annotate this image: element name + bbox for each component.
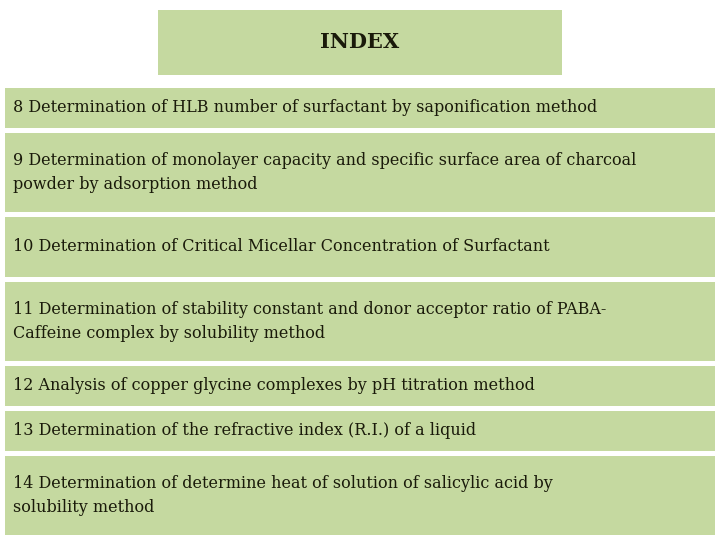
Text: INDEX: INDEX <box>320 32 400 52</box>
FancyBboxPatch shape <box>5 133 715 212</box>
FancyBboxPatch shape <box>5 88 715 128</box>
FancyBboxPatch shape <box>5 217 715 276</box>
Text: 12 Analysis of copper glycine complexes by pH titration method: 12 Analysis of copper glycine complexes … <box>13 377 535 395</box>
Text: 13 Determination of the refractive index (R.I.) of a liquid: 13 Determination of the refractive index… <box>13 422 476 439</box>
FancyBboxPatch shape <box>5 456 715 535</box>
Text: 11 Determination of stability constant and donor acceptor ratio of PABA-
Caffein: 11 Determination of stability constant a… <box>13 301 606 342</box>
Text: 10 Determination of Critical Micellar Concentration of Surfactant: 10 Determination of Critical Micellar Co… <box>13 239 549 255</box>
Text: 14 Determination of determine heat of solution of salicylic acid by
solubility m: 14 Determination of determine heat of so… <box>13 475 553 516</box>
FancyBboxPatch shape <box>5 366 715 406</box>
Text: 8 Determination of HLB number of surfactant by saponification method: 8 Determination of HLB number of surfact… <box>13 99 598 116</box>
FancyBboxPatch shape <box>158 10 562 75</box>
FancyBboxPatch shape <box>5 411 715 450</box>
Text: 9 Determination of monolayer capacity and specific surface area of charcoal
powd: 9 Determination of monolayer capacity an… <box>13 152 636 193</box>
FancyBboxPatch shape <box>5 282 715 361</box>
